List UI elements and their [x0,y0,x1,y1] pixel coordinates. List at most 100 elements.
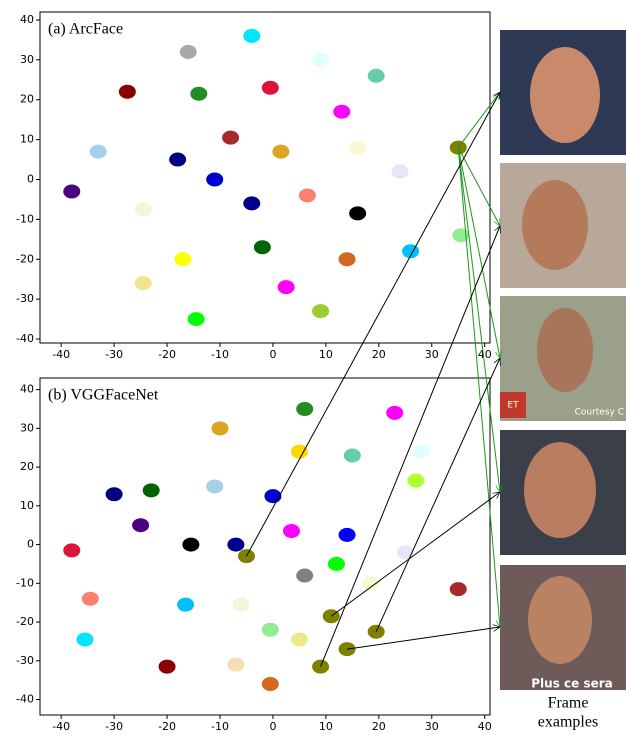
cluster [290,632,308,647]
cluster [407,473,425,488]
cluster [222,130,240,145]
logo [500,392,526,418]
photo-text: Plus ce sera [531,677,613,691]
y-tick-label: 20 [20,93,34,106]
cluster [187,312,205,327]
photo-text: Courtesy C [575,408,624,418]
cluster [261,622,279,637]
cluster [63,184,81,199]
x-tick-label: 10 [319,348,333,361]
y-tick-label: 30 [20,421,34,434]
cluster [132,518,150,533]
cluster [391,164,409,179]
face [524,442,596,538]
cluster [277,280,295,295]
x-tick-label: -10 [211,348,229,361]
cluster [290,444,308,459]
y-tick-label: -10 [16,576,34,589]
cluster [81,591,99,606]
x-tick-label: -30 [105,720,123,733]
photos: ET Courtesy C Plus ce sera [500,30,626,691]
cluster [349,206,367,221]
cluster [118,84,136,99]
cluster [338,252,356,267]
cluster [264,489,282,504]
arrow [246,92,501,557]
face [537,308,593,392]
y-tick-label: 10 [20,499,34,512]
caption: examples [538,714,598,731]
cluster [362,576,380,591]
cluster [179,44,197,59]
cluster [282,524,300,539]
cluster [367,68,385,83]
x-tick-label: 40 [478,348,492,361]
y-tick-label: -40 [16,332,34,345]
chart-title: (b) VGGFaceNet [48,387,159,404]
cluster [296,401,314,416]
cluster [227,657,245,672]
x-tick-label: -10 [211,720,229,733]
x-tick-label: 10 [319,720,333,733]
cluster [134,202,152,217]
x-tick-label: 0 [269,720,276,733]
cluster [182,537,200,552]
plot-frame [39,11,491,344]
y-tick-label: -30 [16,292,34,305]
y-tick-label: -10 [16,212,34,225]
arrow [330,492,500,617]
cluster [449,582,467,597]
arrow [457,147,500,492]
cluster [272,144,290,159]
x-tick-label: 30 [425,348,439,361]
y-tick-label: 40 [20,383,34,396]
x-tick-label: -40 [52,348,70,361]
cluster [333,104,351,119]
y-tick-label: -20 [16,252,34,265]
y-tick-label: -20 [16,615,34,628]
arrow [457,147,501,226]
cluster [190,86,208,101]
cluster [349,140,367,155]
cluster [261,80,279,95]
x-tick-label: 20 [372,348,386,361]
cluster [206,479,224,494]
y-tick-label: 20 [20,460,34,473]
cluster [177,597,195,612]
x-tick-label: -30 [105,348,123,361]
cluster [296,568,314,583]
x-tick-label: -20 [158,720,176,733]
cluster [158,659,176,674]
cluster [142,483,160,498]
cluster [386,405,404,420]
x-tick-label: 40 [478,720,492,733]
arrow [320,226,500,667]
cluster [261,677,279,692]
y-tick-label: 40 [20,13,34,26]
face [528,576,592,664]
cluster [243,196,261,211]
cluster [312,52,330,67]
cluster [232,597,250,612]
cluster [211,421,229,436]
cluster [396,545,414,560]
cluster [105,487,123,502]
cluster [312,304,330,319]
cluster [227,537,245,552]
cluster [327,556,345,571]
chart-title: (a) ArcFace [48,21,123,38]
y-tick-label: -40 [16,693,34,706]
y-tick-label: -30 [16,654,34,667]
cluster [76,632,94,647]
arrow [346,627,500,650]
cluster [412,444,430,459]
x-tick-label: 30 [425,720,439,733]
cluster [89,144,107,159]
cluster [174,252,192,267]
cluster [298,188,316,203]
cluster [169,152,187,167]
x-tick-label: 20 [372,720,386,733]
cluster [343,448,361,463]
caption: Frame [548,695,589,712]
